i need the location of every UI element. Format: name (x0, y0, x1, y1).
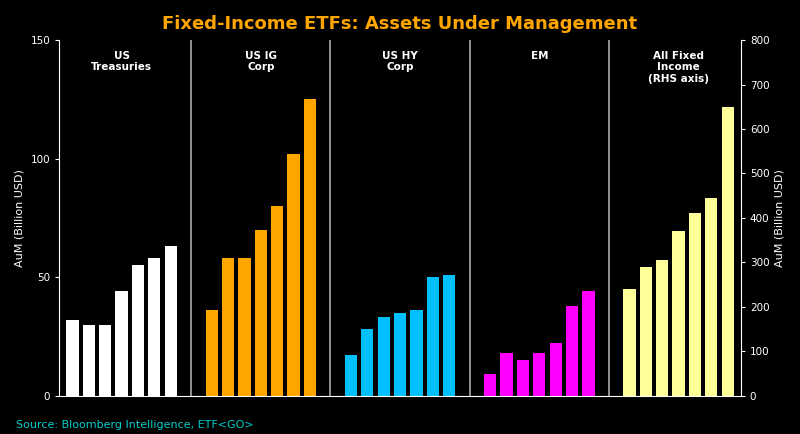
Bar (484, 374, 496, 396)
Bar (689, 214, 701, 396)
Bar (705, 198, 718, 396)
Bar (517, 360, 529, 396)
Title: Fixed-Income ETFs: Assets Under Management: Fixed-Income ETFs: Assets Under Manageme… (162, 15, 638, 33)
Bar (640, 267, 652, 396)
Bar (287, 154, 300, 396)
Bar (345, 355, 357, 396)
Bar (623, 289, 635, 396)
Bar (656, 260, 668, 396)
Bar (99, 325, 111, 396)
Bar (722, 107, 734, 396)
Bar (222, 258, 234, 396)
Bar (206, 310, 218, 396)
Bar (238, 258, 250, 396)
Bar (550, 343, 562, 396)
Y-axis label: AuM (Billion USD): AuM (Billion USD) (15, 169, 25, 267)
Text: All Fixed
Income
(RHS axis): All Fixed Income (RHS axis) (648, 51, 709, 84)
Bar (410, 310, 422, 396)
Bar (566, 306, 578, 396)
Bar (533, 353, 546, 396)
Bar (378, 317, 390, 396)
Bar (271, 206, 283, 396)
Bar (426, 277, 439, 396)
Bar (394, 312, 406, 396)
Text: EM: EM (530, 51, 548, 61)
Y-axis label: AuM (Billion USD): AuM (Billion USD) (775, 169, 785, 267)
Bar (66, 320, 78, 396)
Bar (115, 291, 128, 396)
Bar (673, 231, 685, 396)
Text: US IG
Corp: US IG Corp (245, 51, 277, 72)
Text: US HY
Corp: US HY Corp (382, 51, 418, 72)
Bar (254, 230, 267, 396)
Bar (165, 247, 177, 396)
Bar (582, 291, 594, 396)
Bar (304, 99, 316, 396)
Bar (132, 265, 144, 396)
Bar (361, 329, 374, 396)
Bar (82, 325, 95, 396)
Bar (500, 353, 513, 396)
Text: US
Treasuries: US Treasuries (91, 51, 152, 72)
Bar (443, 275, 455, 396)
Text: Source: Bloomberg Intelligence, ETF<GO>: Source: Bloomberg Intelligence, ETF<GO> (16, 420, 254, 430)
Bar (148, 258, 161, 396)
